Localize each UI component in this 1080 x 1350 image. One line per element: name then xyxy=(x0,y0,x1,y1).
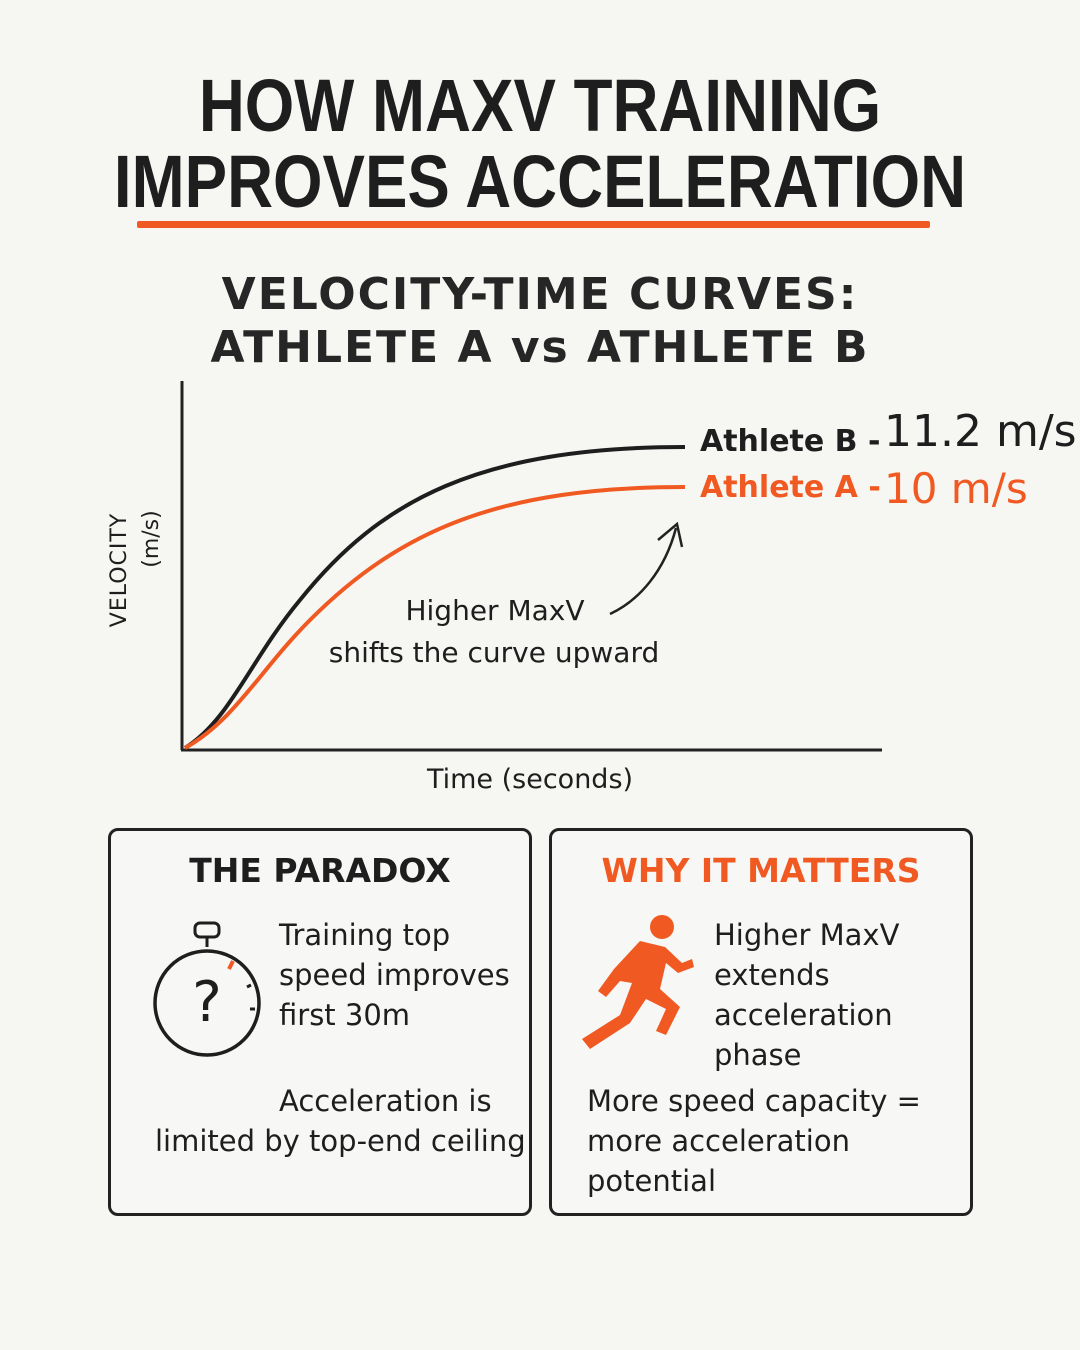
athlete-b-label: Athlete B - xyxy=(700,424,881,459)
x-axis-label: Time (seconds) xyxy=(426,764,634,795)
why-text-line: acceleration xyxy=(714,998,893,1032)
why-footer-line: potential xyxy=(587,1164,716,1198)
title-underline xyxy=(137,221,930,228)
why-it-matters-card: WHY IT MATTERS Higher MaxV extends accel… xyxy=(549,828,973,1216)
svg-text:?: ? xyxy=(192,970,222,1035)
chart-annotation: Higher MaxV shifts the curve upward xyxy=(300,590,700,674)
why-footer-line: more acceleration xyxy=(587,1124,850,1158)
athlete-b-curve xyxy=(183,445,686,750)
title-line-2: IMPROVES ACCELERATION xyxy=(113,140,967,223)
stopwatch-question-icon: ? xyxy=(153,921,261,1057)
athlete-a-label: Athlete A - xyxy=(700,470,881,505)
paradox-footer-line-2: limited by top-end ceiling xyxy=(155,1124,526,1158)
why-title: WHY IT MATTERS xyxy=(601,851,921,890)
annotation-line-2: shifts the curve upward xyxy=(328,636,660,669)
annotation-arrow xyxy=(609,527,678,616)
athlete-a-curve xyxy=(184,485,686,750)
subtitle-line-1: VELOCITY-TIME CURVES: xyxy=(221,269,859,320)
paradox-footer-line-1: Acceleration is xyxy=(279,1084,492,1118)
paradox-text-line: Training top xyxy=(279,918,451,952)
why-footer-line: More speed capacity = xyxy=(587,1084,921,1118)
why-footer: More speed capacity = more acceleration … xyxy=(587,1081,921,1201)
subtitle-line-2: ATHLETE A vs ATHLETE B xyxy=(210,322,870,373)
y-axis-label: VELOCITY xyxy=(105,505,135,635)
title-line-1: HOW MAXV TRAINING xyxy=(198,64,882,147)
paradox-text-line: first 30m xyxy=(279,998,411,1032)
y-axis-label-unit: (m/s) xyxy=(139,510,164,568)
y-axis-label-line-1: VELOCITY xyxy=(107,512,132,628)
annotation-line-1: Higher MaxV xyxy=(405,594,585,627)
athlete-b-value: 11.2 m/s xyxy=(884,406,1077,457)
paradox-text-line: speed improves xyxy=(279,958,510,992)
arrow-head-icon xyxy=(657,521,684,548)
why-text-line: extends xyxy=(714,958,830,992)
sprinter-icon xyxy=(582,915,694,1049)
why-text-line: Higher MaxV xyxy=(714,918,900,952)
paradox-card: THE PARADOX ? Training top speed improve… xyxy=(108,828,532,1216)
paradox-title: THE PARADOX xyxy=(189,851,451,890)
paradox-text: Training top speed improves first 30m xyxy=(279,915,510,1035)
why-text: Higher MaxV extends acceleration phase xyxy=(714,915,899,1075)
why-text-line: phase xyxy=(714,1038,802,1072)
velocity-time-chart xyxy=(180,381,882,752)
athlete-a-value: 10 m/s xyxy=(884,464,1028,513)
